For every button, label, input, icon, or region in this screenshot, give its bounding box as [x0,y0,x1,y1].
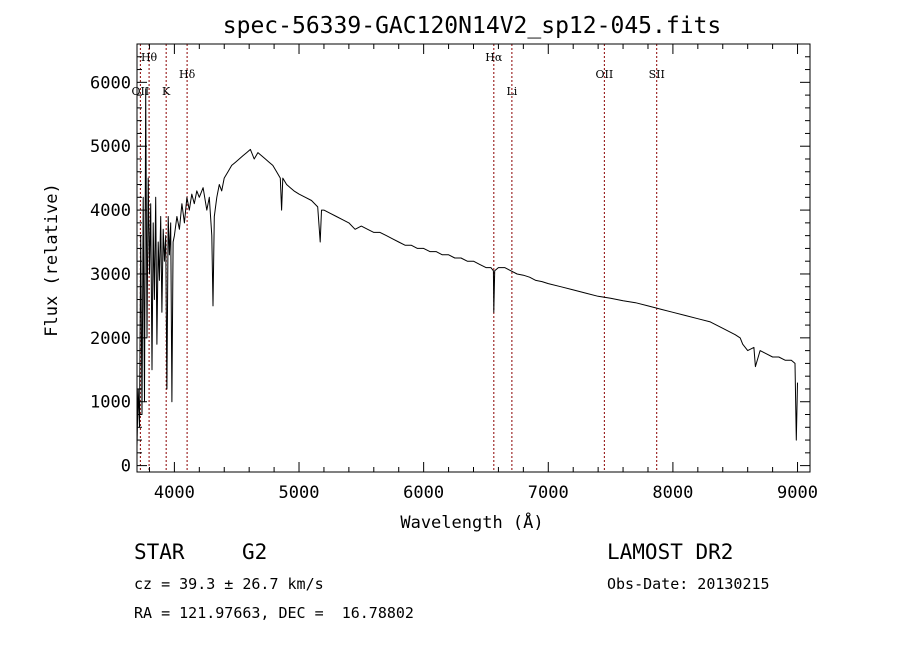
spectrum-chart: spec-56339-GAC120N14V2_sp12-045.fits OII… [42,13,818,533]
spectral-line-label: SII [649,68,665,81]
spectral-line-label: OII [596,68,614,81]
y-tick-label: 1000 [90,393,131,413]
x-tick-label: 9000 [777,483,818,503]
y-tick-label: 0 [121,457,131,477]
spectral-line-label: Hθ [141,51,158,64]
x-tick-label: 8000 [652,483,693,503]
x-tick-label: 4000 [154,483,195,503]
spectral-line-label: Hδ [179,68,196,81]
spectral-line-label: K [162,85,171,98]
chart-title: spec-56339-GAC120N14V2_sp12-045.fits [223,13,722,39]
spectral-line-label: Li [506,85,517,98]
survey-name: LAMOST DR2 [607,540,734,564]
object-class: STAR [134,540,185,564]
observation-date: Obs-Date: 20130215 [607,575,770,593]
spectral-line-label: Hα [485,51,503,64]
x-tick-label: 5000 [279,483,320,503]
x-tick-label: 7000 [528,483,569,503]
y-tick-label: 2000 [90,329,131,349]
y-tick-label: 3000 [90,265,131,285]
plot-frame [136,43,811,473]
coordinates-readout: RA = 121.97663, DEC = 16.78802 [134,604,414,622]
redshift-readout: cz = 39.3 ± 26.7 km/s [134,575,324,593]
x-axis-label: Wavelength (Å) [400,511,543,533]
spectral-line-label: OII [132,85,150,98]
y-tick-label: 6000 [90,73,131,93]
x-tick-label: 6000 [403,483,444,503]
y-tick-label: 5000 [90,137,131,157]
y-axis-label: Flux (relative) [42,183,62,337]
y-tick-label: 4000 [90,201,131,221]
object-subclass: G2 [242,540,268,564]
spectrum-line [136,88,798,447]
plot-area: OII Hθ K Hδ Hα Li OII SII 4000 5000 6000 7000 8000 90… [90,43,818,503]
